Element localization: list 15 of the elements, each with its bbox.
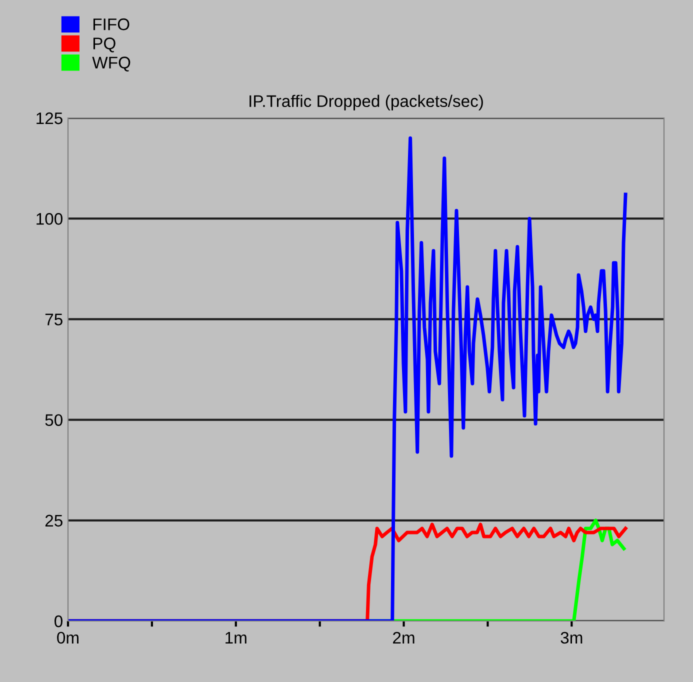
legend-label: PQ (93, 38, 116, 52)
x-tick-label: 1m (226, 632, 246, 644)
y-tick-label: 125 (36, 112, 62, 124)
y-tick-label: 100 (36, 213, 62, 225)
x-tick-label: 3m (560, 632, 582, 644)
line-series (68, 136, 628, 621)
legend-label: WFQ (92, 56, 130, 72)
y-tick-label: 75 (45, 314, 62, 326)
x-tick-label: 2m (393, 632, 414, 644)
y-tick-label: 50 (45, 414, 62, 426)
x-tick-label: 0m (57, 632, 78, 644)
legend-label: FIFO (93, 18, 130, 30)
y-tick-label: 25 (45, 514, 62, 527)
chart-title: IP.Traffic Dropped (packets/sec) (250, 94, 483, 110)
y-tick-label: 0 (54, 615, 62, 628)
